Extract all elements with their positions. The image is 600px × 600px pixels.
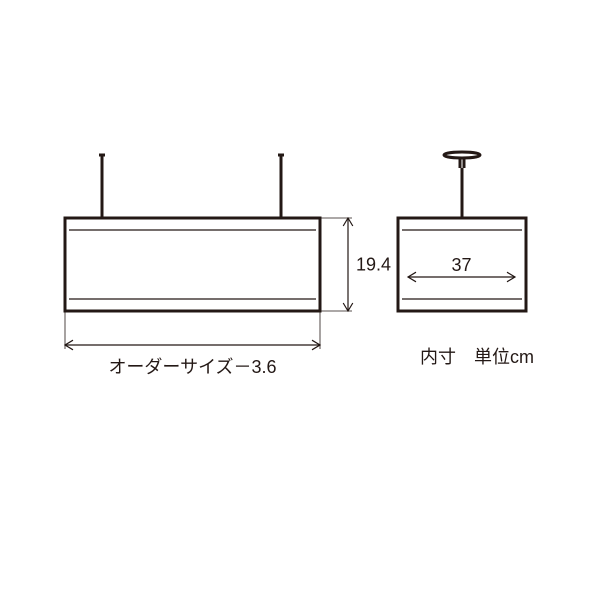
dim-height-value: 19.4 xyxy=(356,255,391,275)
caption: 内寸 単位cm xyxy=(420,347,534,367)
dim-width-value: オーダーサイズ－3.6 xyxy=(108,357,276,377)
dim-side-inner-value: 37 xyxy=(451,255,471,275)
front-outer-rect xyxy=(65,218,320,311)
side-mount-disc xyxy=(444,152,480,158)
